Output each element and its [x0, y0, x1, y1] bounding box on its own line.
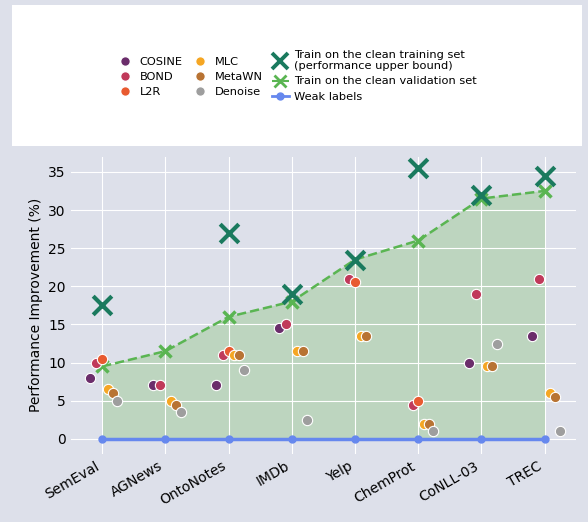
Point: [98, 354, 107, 363]
Point: [235, 351, 244, 359]
Point: [108, 389, 118, 397]
Point: [155, 381, 165, 389]
Point: [239, 366, 249, 374]
Point: [527, 331, 537, 340]
Point: [224, 229, 233, 237]
Point: [413, 164, 423, 172]
Point: [298, 347, 308, 355]
Point: [540, 172, 549, 180]
Point: [293, 347, 302, 355]
Point: [113, 397, 122, 405]
Point: [148, 381, 158, 389]
Point: [211, 381, 220, 389]
Point: [218, 351, 228, 359]
Point: [477, 191, 486, 199]
Point: [464, 359, 473, 367]
Legend: COSINE, BOND, L2R, MLC, MetaWN, Denoise, Train on the clean training set
(perfor: COSINE, BOND, L2R, MLC, MetaWN, Denoise,…: [112, 45, 482, 106]
Point: [487, 362, 497, 371]
Point: [172, 400, 181, 409]
Point: [176, 408, 185, 417]
Point: [419, 420, 429, 428]
Point: [345, 275, 354, 283]
Point: [92, 359, 101, 367]
Point: [361, 331, 370, 340]
Point: [85, 374, 94, 382]
Point: [98, 301, 107, 310]
Point: [555, 427, 564, 435]
Point: [546, 389, 555, 397]
Point: [551, 393, 560, 401]
Point: [492, 339, 502, 348]
Point: [482, 362, 492, 371]
Point: [413, 397, 423, 405]
Point: [356, 331, 365, 340]
Y-axis label: Performance Improvement (%): Performance Improvement (%): [29, 198, 42, 412]
Point: [350, 255, 360, 264]
Point: [103, 385, 112, 394]
Point: [282, 321, 291, 329]
Point: [287, 290, 296, 298]
Point: [425, 420, 434, 428]
Point: [429, 427, 438, 435]
Point: [275, 324, 284, 333]
Point: [166, 397, 176, 405]
Point: [408, 400, 417, 409]
Point: [534, 275, 544, 283]
Point: [471, 290, 480, 298]
Point: [224, 347, 233, 355]
Point: [302, 416, 312, 424]
Point: [350, 278, 360, 287]
Point: [229, 351, 239, 359]
